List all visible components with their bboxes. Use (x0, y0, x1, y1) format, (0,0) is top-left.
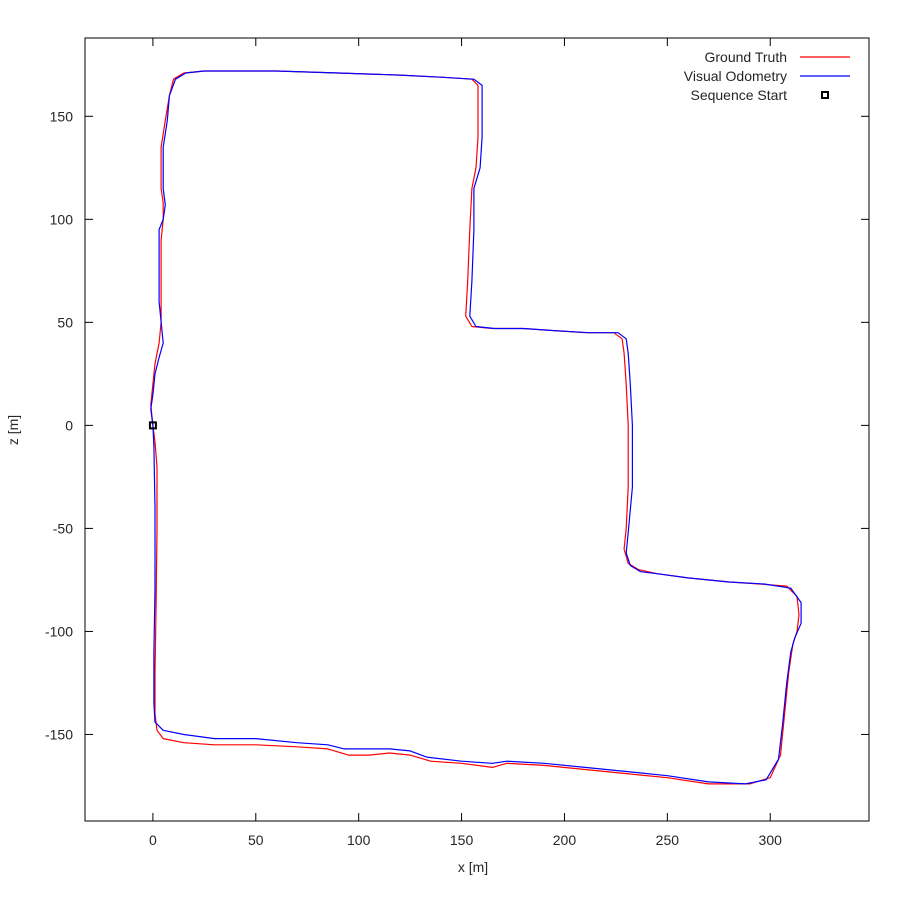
plot-frame (84, 37, 870, 822)
legend-label-visual-odometry: Visual Odometry (684, 68, 787, 84)
x-tick-label: 200 (553, 832, 577, 848)
y-tick-label: 50 (57, 314, 73, 330)
x-tick-label: 0 (149, 832, 157, 848)
legend: Ground Truth Visual Odometry Sequence Star… (684, 49, 850, 103)
x-tick-label: 250 (656, 832, 680, 848)
y-tick-label: 100 (50, 211, 74, 227)
y-tick-label: -100 (45, 623, 73, 639)
series-layer (148, 70, 802, 785)
legend-label-ground-truth: Ground Truth (705, 49, 788, 65)
axes: 0 50 100 150 200 250 300 -150 -100 -50 0 50 100 150 (45, 38, 869, 848)
x-axis-label: x [m] (458, 859, 488, 875)
y-axis-label: z [m] (5, 415, 21, 445)
x-tick-label: 300 (759, 832, 783, 848)
y-tick-label: -50 (53, 520, 73, 536)
y-tick-label: 150 (50, 108, 74, 124)
ground-truth-line (150, 70, 800, 785)
legend-swatch-sequence-start (821, 91, 829, 99)
x-tick-label: 100 (347, 832, 371, 848)
visual-odometry-line (150, 70, 802, 785)
legend-label-sequence-start: Sequence Start (690, 87, 787, 103)
y-tick-label: -150 (45, 726, 73, 742)
y-tick-label: 0 (65, 417, 73, 433)
x-tick-label: 50 (248, 832, 264, 848)
x-tick-label: 150 (450, 832, 474, 848)
sequence-start-marker (148, 421, 157, 430)
